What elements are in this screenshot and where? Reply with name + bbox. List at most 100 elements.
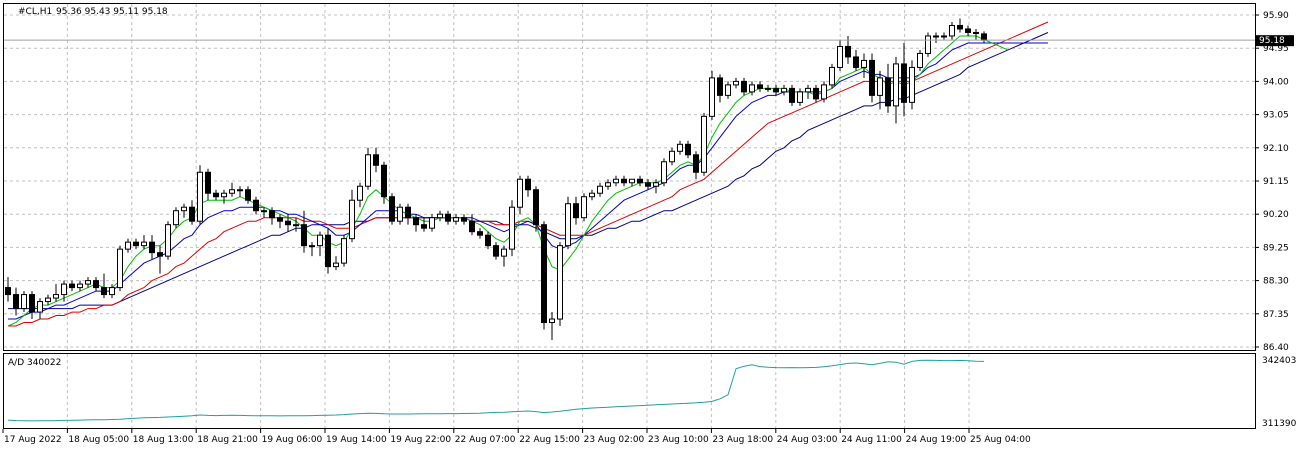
candle-body xyxy=(85,280,91,285)
candle xyxy=(901,42,907,117)
candle-body xyxy=(981,33,987,41)
candle xyxy=(653,179,659,194)
candle-body xyxy=(261,210,267,213)
candle xyxy=(69,280,75,292)
candle xyxy=(725,81,731,99)
candle xyxy=(21,291,27,313)
candle-body xyxy=(717,77,723,96)
candle xyxy=(101,273,107,299)
candle xyxy=(909,60,915,110)
candle-body xyxy=(757,84,763,89)
candle xyxy=(413,214,419,232)
candle xyxy=(45,294,51,306)
candle xyxy=(669,147,675,166)
candle-body xyxy=(613,178,619,184)
ma-slow-line xyxy=(8,21,1049,327)
candle xyxy=(173,207,179,229)
candle xyxy=(661,158,667,187)
ad-line xyxy=(7,359,985,422)
candle-body xyxy=(861,59,867,68)
candle-body xyxy=(509,206,515,250)
candle xyxy=(805,84,811,99)
candle xyxy=(429,214,435,232)
candle xyxy=(469,214,475,236)
y-tick-label: 93.05 xyxy=(1263,111,1289,121)
ohlc-readout: 95.36 95.43 95.11 95.18 xyxy=(56,7,168,17)
y-tick-label: 92.10 xyxy=(1263,144,1289,154)
x-tick-label: 18 Aug 13:00 xyxy=(133,435,194,445)
candle-body xyxy=(333,262,339,268)
candle-body xyxy=(437,213,443,219)
candle-body xyxy=(421,224,427,229)
candle xyxy=(245,186,251,204)
candle-body xyxy=(21,294,27,310)
candle-body xyxy=(973,31,979,34)
candle-body xyxy=(725,84,731,96)
candle-body xyxy=(965,28,971,33)
indicator-tick-top: 342403 xyxy=(1262,356,1296,366)
candle-body xyxy=(157,252,163,257)
ma-fast-line xyxy=(7,35,1009,327)
x-tick-label: 23 Aug 18:00 xyxy=(712,435,773,445)
candle-body xyxy=(581,196,587,219)
candle xyxy=(181,203,187,218)
candle xyxy=(37,298,43,320)
candle xyxy=(285,214,291,232)
candle-body xyxy=(109,287,115,296)
candle-body xyxy=(221,192,227,198)
candle-body xyxy=(101,287,107,296)
candle xyxy=(869,53,875,103)
candle xyxy=(957,18,963,33)
candle xyxy=(693,151,699,180)
candle xyxy=(437,210,443,222)
y-tick-label: 86.40 xyxy=(1263,343,1289,353)
candle xyxy=(261,207,267,218)
candle xyxy=(589,189,595,201)
current-price-value: 95.18 xyxy=(1259,36,1285,46)
candle-body xyxy=(197,171,203,222)
candle-body xyxy=(325,234,331,268)
x-tick-label: 24 Aug 03:00 xyxy=(777,435,838,445)
candle-body xyxy=(789,87,795,103)
indicator-label: A/D 340022 xyxy=(8,358,61,368)
candle-body xyxy=(149,241,155,254)
candle xyxy=(93,277,99,292)
candle xyxy=(453,214,459,225)
candle xyxy=(517,175,523,215)
candle-body xyxy=(341,238,347,264)
candle-body xyxy=(453,217,459,222)
candle-body xyxy=(229,189,235,194)
candle xyxy=(389,193,395,225)
candle xyxy=(685,140,691,159)
candle xyxy=(85,277,91,288)
candle xyxy=(597,182,603,197)
candle-body xyxy=(133,241,139,247)
candle-body xyxy=(525,178,531,191)
candle xyxy=(109,284,115,299)
candle xyxy=(837,39,843,71)
candle xyxy=(461,214,467,225)
y-tick-label: 88.30 xyxy=(1263,277,1289,287)
candle xyxy=(165,221,171,260)
candle xyxy=(549,312,555,341)
candle xyxy=(557,242,563,327)
candle-body xyxy=(181,206,187,212)
candle xyxy=(741,77,747,96)
candle xyxy=(421,217,427,232)
candle-body xyxy=(685,143,691,156)
price-axis: 95.90 94.95 94.00 93.05 92.10 91.15 90.20 89.25… xyxy=(1255,11,1289,353)
candle-body xyxy=(77,283,83,289)
candle-body xyxy=(317,234,323,247)
y-tick-label: 90.20 xyxy=(1263,210,1289,220)
candle-body xyxy=(165,224,171,257)
candle-body xyxy=(485,234,491,247)
candle xyxy=(853,49,859,71)
y-tick-label: 94.00 xyxy=(1263,77,1289,87)
candle xyxy=(885,63,891,113)
candle-body xyxy=(869,59,875,96)
candle-body xyxy=(213,192,219,198)
indicator-tick-bottom: 311390 xyxy=(1262,419,1297,429)
candle-body xyxy=(629,178,635,184)
